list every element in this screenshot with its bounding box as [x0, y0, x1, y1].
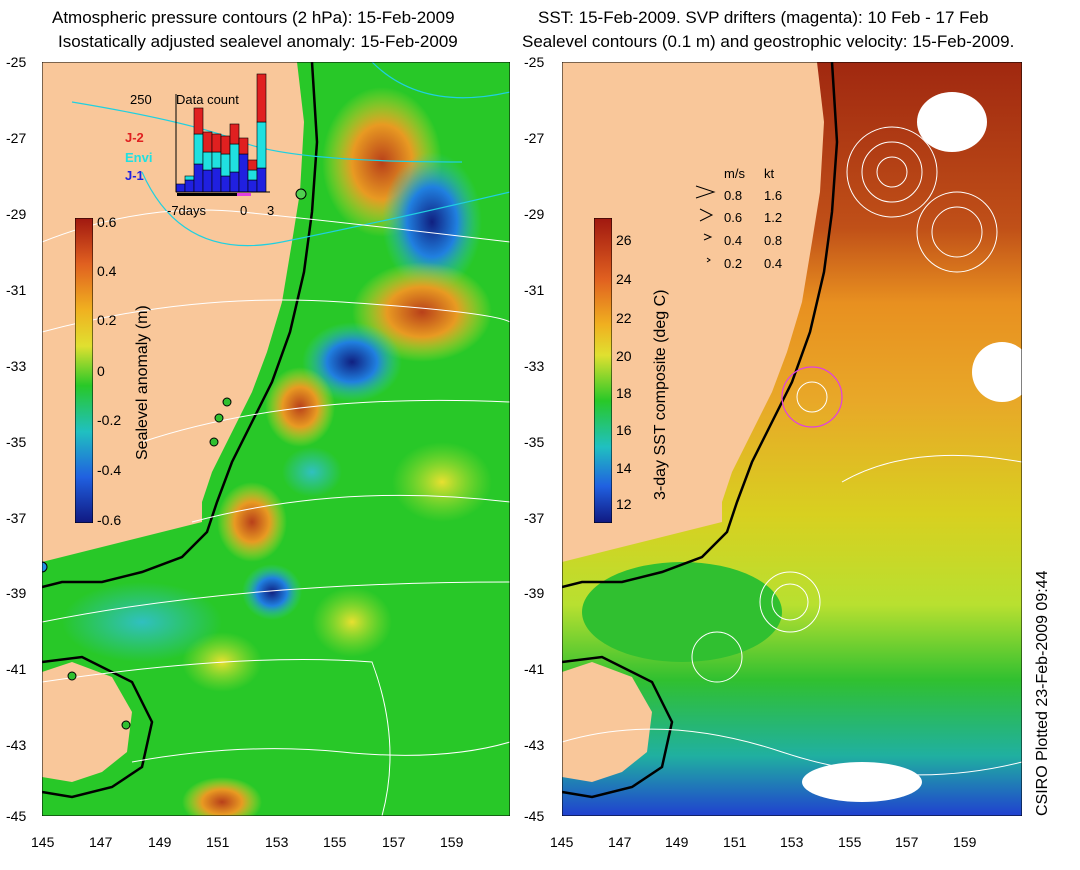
- sealevel-colorbar: [75, 218, 93, 523]
- lat-tick-right: -27: [524, 130, 545, 146]
- lat-tick-right: -37: [524, 510, 545, 526]
- velocity-key-kt: 0.8: [764, 233, 783, 248]
- sla-tick: 0.4: [97, 263, 117, 279]
- lat-tick-right: -43: [524, 737, 545, 753]
- sst-tick: 14: [616, 460, 632, 476]
- sst-tick: 12: [616, 496, 632, 512]
- lon-tick-right: 157: [895, 834, 919, 850]
- sst-tick: 22: [616, 310, 632, 326]
- velocity-key-kt: 1.6: [764, 188, 783, 203]
- lat-tick-right: -39: [524, 585, 545, 601]
- velocity-key-arrows: [695, 185, 716, 263]
- lat-tick-right: -25: [524, 54, 545, 70]
- sst-colorbar-label: 3-day SST composite (deg C): [652, 289, 669, 500]
- lat-tick-left: -39: [6, 585, 27, 601]
- lat-tick-left: -37: [6, 510, 27, 526]
- sla-tick: 0.6: [97, 214, 117, 230]
- lat-tick-right: -35: [524, 434, 545, 450]
- lon-tick-left: 145: [31, 834, 55, 850]
- lon-tick-left: 147: [89, 834, 113, 850]
- sla-tick: -0.4: [97, 462, 122, 478]
- sst-tick: 26: [616, 232, 632, 248]
- right-title-line1: SST: 15-Feb-2009. SVP drifters (magenta)…: [538, 8, 989, 27]
- velocity-key-ms: 0.6: [724, 210, 743, 225]
- lat-tick-left: -43: [6, 737, 27, 753]
- inset-x-label: 0: [240, 203, 248, 218]
- lon-tick-left: 157: [382, 834, 406, 850]
- sla-tick: -0.6: [97, 512, 122, 528]
- sla-tick: 0: [97, 363, 105, 379]
- lon-tick-right: 147: [608, 834, 632, 850]
- lat-tick-left: -27: [6, 130, 27, 146]
- left-title-line2: Isostatically adjusted sealevel anomaly:…: [58, 32, 458, 51]
- lon-tick-left: 153: [265, 834, 289, 850]
- velocity-key-kt: 0.4: [764, 256, 783, 271]
- inset-x-label: -7days: [167, 203, 207, 218]
- sst-tick: 16: [616, 422, 632, 438]
- inset-x-label: 3: [267, 203, 275, 218]
- sst-colorbar: [594, 218, 612, 523]
- lat-tick-right: -45: [524, 808, 545, 824]
- plot-credit: CSIRO Plotted 23-Feb-2009 09:44: [1034, 570, 1051, 816]
- lon-tick-right: 159: [953, 834, 977, 850]
- lat-tick-right: -29: [524, 206, 545, 222]
- lat-tick-left: -45: [6, 808, 27, 824]
- lon-tick-right: 151: [723, 834, 747, 850]
- sla-tick: 0.2: [97, 312, 117, 328]
- inset-title: Data count: [176, 92, 239, 107]
- sst-tick: 20: [616, 348, 632, 364]
- lat-tick-left: -29: [6, 206, 27, 222]
- lat-tick-right: -31: [524, 282, 545, 298]
- sealevel-map: [42, 62, 510, 816]
- data-count-inset: [175, 73, 270, 196]
- lon-tick-right: 145: [550, 834, 574, 850]
- left-title-line1: Atmospheric pressure contours (2 hPa): 1…: [52, 8, 455, 27]
- velocity-key-ms: 0.2: [724, 256, 743, 271]
- velocity-key-ms: 0.8: [724, 188, 743, 203]
- legend-j2: J-2: [125, 130, 144, 145]
- sla-colorbar-label: Sealevel anomaly (m): [134, 305, 151, 460]
- velocity-key-kt: 1.2: [764, 210, 783, 225]
- lat-tick-left: -33: [6, 358, 27, 374]
- velocity-key-header-ms: m/s: [724, 166, 745, 181]
- lon-tick-right: 155: [838, 834, 862, 850]
- velocity-key-header-kt: kt: [764, 166, 775, 181]
- lat-tick-left: -41: [6, 661, 27, 677]
- lon-tick-left: 159: [440, 834, 464, 850]
- sst-tick: 24: [616, 271, 632, 287]
- lat-tick-left: -35: [6, 434, 27, 450]
- legend-envi: Envi: [125, 150, 153, 165]
- lat-tick-left: -25: [6, 54, 27, 70]
- sst-tick: 18: [616, 385, 632, 401]
- lon-tick-left: 155: [323, 834, 347, 850]
- legend-j1: J-1: [125, 168, 144, 183]
- lat-tick-right: -33: [524, 358, 545, 374]
- lon-tick-right: 149: [665, 834, 689, 850]
- lon-tick-left: 149: [148, 834, 172, 850]
- sla-tick: -0.2: [97, 412, 122, 428]
- lon-tick-left: 151: [206, 834, 230, 850]
- right-title-line2: Sealevel contours (0.1 m) and geostrophi…: [522, 32, 1015, 51]
- sst-map: [562, 62, 1022, 816]
- velocity-key-ms: 0.4: [724, 233, 743, 248]
- lat-tick-left: -31: [6, 282, 27, 298]
- lon-tick-right: 153: [780, 834, 804, 850]
- lat-tick-right: -41: [524, 661, 545, 677]
- inset-max-label: 250: [130, 92, 152, 107]
